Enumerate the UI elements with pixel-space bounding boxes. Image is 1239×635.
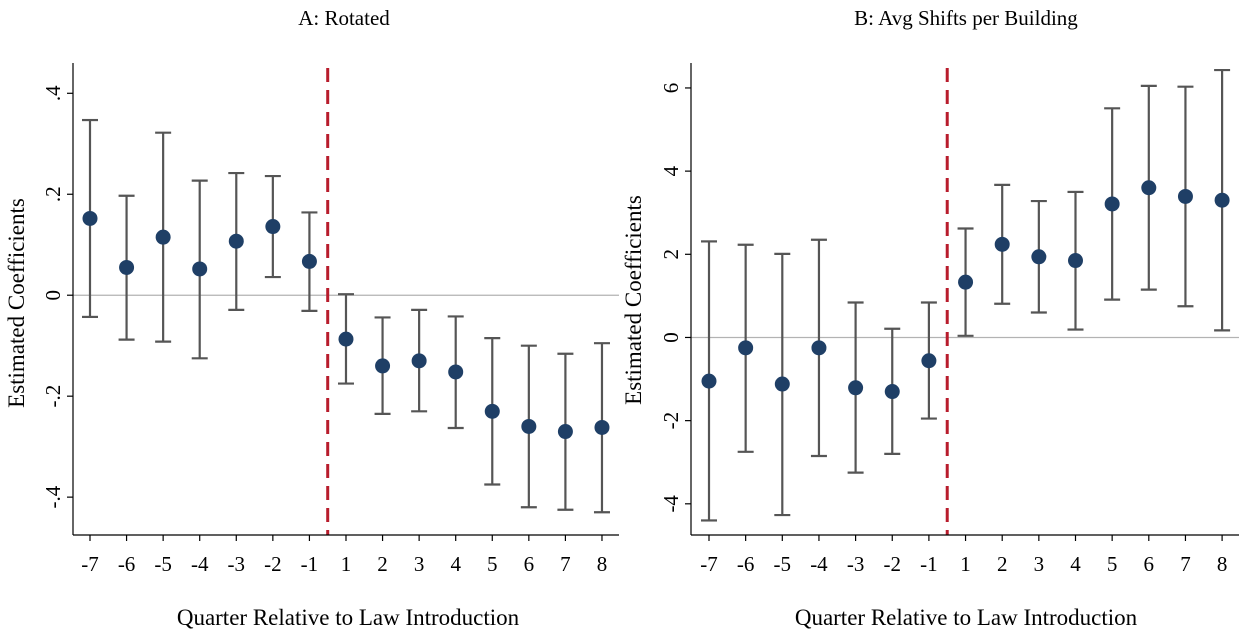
panel-a-estimate-point <box>228 233 244 249</box>
panel-a-estimate-point <box>448 364 464 380</box>
panel-b-y-axis-label: Estimated Coefficients <box>621 195 646 405</box>
panel-a-estimate-point <box>594 419 610 435</box>
panel-b-y-tick-label: 4 <box>659 165 683 176</box>
panel-a-x-tick-label: -5 <box>154 552 172 576</box>
panel-b-avg-shifts: B: Avg Shifts per Building Estimated Coe… <box>621 6 1239 630</box>
panel-a-x-tick-label: -6 <box>118 552 136 576</box>
panel-b-x-tick-label: -1 <box>920 552 938 576</box>
panel-b-x-tick-label: -7 <box>700 552 718 576</box>
panel-b-estimate-point <box>958 274 974 290</box>
panel-b-x-tick-label: 3 <box>1034 552 1045 576</box>
panel-b-title: B: Avg Shifts per Building <box>854 6 1078 30</box>
panel-a-x-tick-label: 5 <box>487 552 498 576</box>
panel-a-estimate-point <box>301 253 317 269</box>
panel-a-y-tick-label: -.2 <box>41 385 65 408</box>
panel-b-x-tick-label: 8 <box>1217 552 1228 576</box>
panel-b-y-tick-label: 0 <box>659 332 683 343</box>
panel-b-x-tick-label: -3 <box>847 552 865 576</box>
panel-a-estimate-point <box>155 229 171 245</box>
panel-b-y-tick-label: -2 <box>659 412 683 430</box>
panel-b-estimate-point <box>701 373 717 389</box>
panel-a-rotated: A: Rotated Estimated Coefficients Quarte… <box>4 6 619 630</box>
panel-a-estimate-point <box>192 261 208 277</box>
panel-a-x-tick-label: -7 <box>81 552 99 576</box>
panel-b-x-tick-label: 4 <box>1070 552 1081 576</box>
panel-b-x-tick-label: -5 <box>774 552 792 576</box>
panel-a-estimate-point <box>82 210 98 226</box>
panel-b-x-tick-label: 5 <box>1107 552 1118 576</box>
panel-b-estimate-point <box>1104 196 1120 212</box>
panel-b-estimate-point <box>921 353 937 369</box>
panel-b-x-tick-label: 1 <box>960 552 971 576</box>
panel-a-x-tick-label: 2 <box>377 552 388 576</box>
panel-b-estimate-point <box>738 340 754 356</box>
panel-a-estimate-point <box>484 403 500 419</box>
panel-b-y-tick-label: 2 <box>659 249 683 260</box>
panel-a-y-tick-label: .2 <box>41 186 65 202</box>
panel-b-estimate-point <box>1214 192 1230 208</box>
panel-a-y-tick-label: .4 <box>41 85 65 101</box>
panel-b-estimate-point <box>1141 180 1157 196</box>
panel-a-estimate-point <box>265 219 281 235</box>
panel-a-x-tick-label: -1 <box>301 552 319 576</box>
panel-b-estimate-point <box>1068 253 1083 269</box>
panel-b-y-tick-label: -4 <box>659 495 683 513</box>
panel-a-x-axis-label: Quarter Relative to Law Introduction <box>177 605 520 630</box>
panel-a-estimate-point <box>119 259 135 275</box>
panel-b-x-tick-label: -6 <box>737 552 755 576</box>
panel-a-y-axis-label: Estimated Coefficients <box>4 198 29 408</box>
panel-a-x-tick-label: 1 <box>341 552 352 576</box>
panel-b-estimate-point <box>811 340 827 356</box>
panel-a-x-tick-label: 3 <box>414 552 425 576</box>
panel-a-estimate-point <box>557 424 573 440</box>
panel-a-plot-area: .4 .2 0 -.2 -.4 -7 -6 -5 -4 -3 -2 -1 1 2 3 4 5 6 7 8 <box>41 63 619 576</box>
panel-a-y-tick-label: -.4 <box>41 485 65 508</box>
panel-b-x-tick-label: 7 <box>1180 552 1191 576</box>
panel-a-x-tick-label: 4 <box>450 552 461 576</box>
panel-a-title: A: Rotated <box>298 6 390 30</box>
panel-b-estimate-point <box>1177 188 1193 204</box>
panel-a-x-tick-label: 7 <box>560 552 571 576</box>
panel-a-x-tick-label: -2 <box>264 552 282 576</box>
panel-b-x-tick-label: 2 <box>997 552 1008 576</box>
panel-a-x-tick-label: -3 <box>228 552 246 576</box>
panel-b-estimate-point <box>1031 249 1047 265</box>
panel-b-y-tick-label: 6 <box>659 83 683 94</box>
panel-a-x-tick-label: 8 <box>597 552 608 576</box>
panel-b-x-axis-label: Quarter Relative to Law Introduction <box>795 605 1138 630</box>
panel-a-x-tick-label: -4 <box>191 552 209 576</box>
panel-a-estimate-point <box>411 353 427 369</box>
panel-b-x-tick-label: 6 <box>1144 552 1155 576</box>
panel-a-estimate-point <box>521 418 537 434</box>
panel-b-x-tick-label: -2 <box>884 552 902 576</box>
panel-b-estimate-point <box>884 384 900 400</box>
panel-b-estimate-point <box>774 376 790 392</box>
panel-a-y-tick-label: 0 <box>41 290 65 301</box>
panel-b-x-tick-label: -4 <box>810 552 828 576</box>
panel-b-estimate-point <box>848 380 864 396</box>
panel-a-estimate-point <box>338 331 354 347</box>
panel-a-estimate-point <box>375 358 391 374</box>
panel-b-plot-area: 6 4 2 0 -2 -4 -7 -6 -5 -4 -3 -2 -1 1 2 3 4 5 6 7 8 <box>659 63 1239 576</box>
panel-a-x-tick-label: 6 <box>524 552 535 576</box>
panel-b-estimate-point <box>994 236 1010 252</box>
